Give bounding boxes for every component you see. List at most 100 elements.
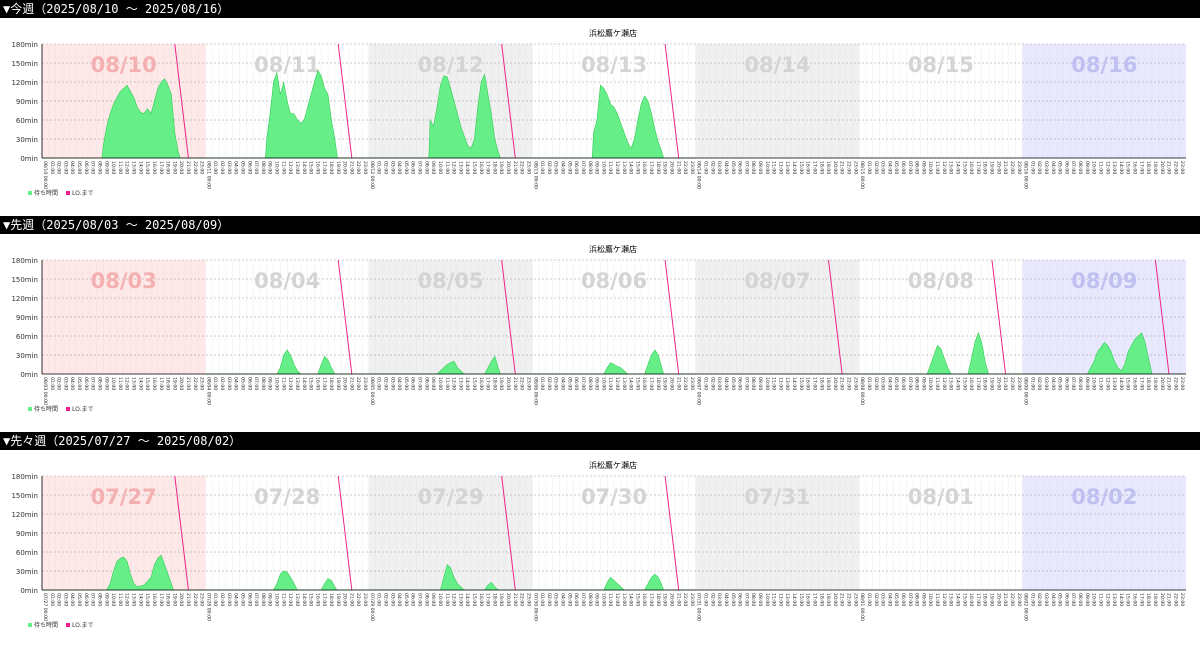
x-tick-label: 03:00: [62, 161, 68, 174]
x-tick-label: 11:00: [1097, 161, 1103, 174]
x-tick-label: 13:00: [784, 377, 790, 390]
x-tick-label: 07:00: [743, 377, 749, 390]
x-tick-label: 17:00: [321, 377, 327, 390]
x-tick-label: 22:00: [1172, 161, 1178, 174]
x-tick-label: 03:00: [716, 161, 722, 174]
x-tick-label: 22:00: [192, 593, 198, 606]
legend-label-wait: 待ち時間: [34, 189, 58, 197]
x-tick-label: 20:00: [668, 593, 674, 606]
x-tick-label: 23:00: [1016, 377, 1022, 390]
x-tick-label: 08:00: [587, 161, 593, 174]
y-tick-label: 0min: [20, 587, 38, 595]
x-tick-label: 12:00: [287, 161, 293, 174]
x-tick-label: 19:00: [989, 593, 995, 606]
x-tick-label: 06:00: [410, 593, 416, 606]
x-tick-label: 07:00: [253, 377, 259, 390]
x-tick-label: 01:00: [1029, 593, 1035, 606]
x-tick-label: 07:00: [743, 593, 749, 606]
day-label: 08/09: [1071, 269, 1137, 293]
x-tick-label: 15:00: [961, 161, 967, 174]
x-tick-label: 20:00: [995, 593, 1001, 606]
x-tick-label: 13:00: [1111, 593, 1117, 606]
x-tick-label: 21:00: [185, 161, 191, 174]
x-tick-label: 21:00: [1002, 161, 1008, 174]
x-tick-label: 10:00: [600, 593, 606, 606]
x-tick-label: 23:00: [1179, 377, 1185, 390]
x-tick-label: 06:00: [410, 161, 416, 174]
x-tick-label: 08:00: [587, 593, 593, 606]
x-tick-label: 18:00: [165, 593, 171, 606]
x-tick-label: 07/27 00:00: [42, 593, 48, 621]
x-tick-label: 08/09 00:00: [1023, 377, 1029, 405]
x-tick-label: 10:00: [437, 161, 443, 174]
x-tick-label: 19:00: [825, 593, 831, 606]
x-tick-label: 11:00: [934, 593, 940, 606]
x-tick-label: 10:00: [110, 593, 116, 606]
x-tick-label: 06:00: [1063, 377, 1069, 390]
x-tick-label: 05:00: [893, 593, 899, 606]
x-tick-label: 04:00: [723, 161, 729, 174]
x-tick-label: 17:00: [485, 161, 491, 174]
x-tick-label: 20:00: [178, 377, 184, 390]
x-tick-label: 10:00: [764, 593, 770, 606]
legend-label-until: LO.まで: [72, 622, 94, 629]
x-tick-label: 06:00: [83, 377, 89, 390]
wait-area: [42, 554, 206, 591]
x-tick-label: 03:00: [553, 377, 559, 390]
x-tick-label: 01:00: [866, 593, 872, 606]
x-tick-label: 15:00: [471, 377, 477, 390]
x-tick-label: 07:00: [253, 161, 259, 174]
x-tick-label: 20:00: [832, 377, 838, 390]
x-tick-label: 15:00: [1125, 593, 1131, 606]
legend-swatch-until: [66, 623, 70, 627]
y-tick-label: 180min: [11, 257, 38, 265]
x-tick-label: 05:00: [403, 377, 409, 390]
x-tick-label: 11:00: [607, 161, 613, 174]
x-tick-label: 05:00: [76, 161, 82, 174]
x-tick-label: 01:00: [866, 161, 872, 174]
x-tick-label: 01:00: [703, 593, 709, 606]
day-label: 08/06: [581, 269, 647, 293]
x-tick-label: 01:00: [49, 377, 55, 390]
x-tick-label: 13:00: [621, 161, 627, 174]
x-tick-label: 06:00: [900, 593, 906, 606]
wait-area: [205, 69, 369, 159]
x-tick-label: 17:00: [811, 593, 817, 606]
x-tick-label: 21:00: [185, 593, 191, 606]
y-tick-label: 180min: [11, 473, 38, 481]
x-tick-label: 11:00: [117, 161, 123, 174]
x-tick-label: 21:00: [348, 377, 354, 390]
y-tick-label: 150min: [11, 492, 38, 500]
x-tick-label: 15:00: [144, 593, 150, 606]
x-tick-label: 01:00: [376, 377, 382, 390]
x-tick-label: 11:00: [934, 161, 940, 174]
x-tick-label: 23:00: [852, 161, 858, 174]
x-tick-label: 02:00: [219, 377, 225, 390]
x-tick-label: 20:00: [342, 593, 348, 606]
wait-area: [205, 570, 369, 591]
x-tick-label: 21:00: [839, 593, 845, 606]
x-tick-label: 01:00: [49, 161, 55, 174]
y-tick-label: 90min: [16, 530, 38, 538]
x-tick-label: 16:00: [805, 377, 811, 390]
x-tick-label: 15:00: [471, 161, 477, 174]
x-tick-label: 17:00: [811, 377, 817, 390]
x-tick-label: 13:00: [294, 593, 300, 606]
x-tick-label: 01:00: [539, 593, 545, 606]
x-tick-label: 05:00: [239, 593, 245, 606]
x-tick-label: 06:00: [573, 377, 579, 390]
x-tick-label: 18:00: [165, 377, 171, 390]
x-tick-label: 14:00: [628, 593, 634, 606]
x-tick-label: 15:00: [634, 161, 640, 174]
x-tick-label: 18:00: [491, 593, 497, 606]
x-tick-label: 23:00: [525, 593, 531, 606]
until-line: [337, 475, 353, 591]
x-tick-label: 09:00: [757, 593, 763, 606]
x-tick-label: 16:00: [314, 161, 320, 174]
x-tick-label: 17:00: [811, 161, 817, 174]
x-tick-label: 08/15 00:00: [859, 161, 865, 189]
y-tick-label: 60min: [16, 549, 38, 557]
x-tick-label: 10:00: [1091, 377, 1097, 390]
x-tick-label: 13:00: [294, 161, 300, 174]
x-tick-label: 22:00: [355, 161, 361, 174]
